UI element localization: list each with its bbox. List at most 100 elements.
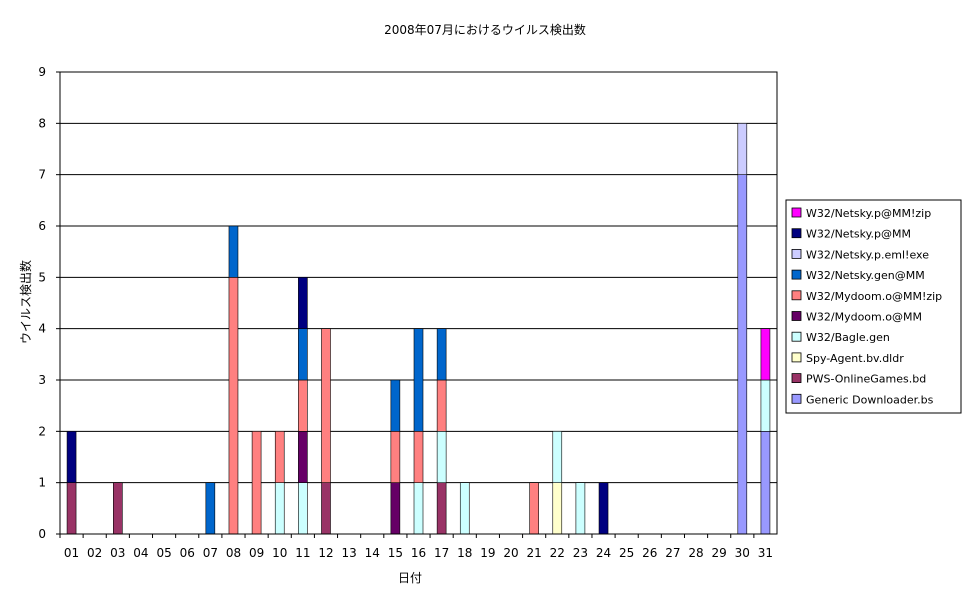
x-tick-label: 26 — [642, 546, 657, 560]
legend-label: W32/Bagle.gen — [806, 331, 890, 344]
bar-segment — [113, 482, 123, 535]
bar-segment — [436, 431, 447, 483]
x-tick-label: 01 — [64, 546, 79, 560]
bar-segment — [760, 431, 771, 535]
x-axis-label: 日付 — [398, 571, 422, 585]
x-tick-label: 02 — [87, 546, 102, 560]
legend-swatch — [791, 228, 802, 239]
bar-segment — [436, 379, 447, 432]
bar-segment — [737, 123, 748, 175]
x-tick-label: 11 — [295, 546, 310, 560]
legend-swatch — [791, 269, 802, 280]
y-tick-label: 4 — [38, 322, 46, 336]
y-tick-label: 6 — [38, 219, 46, 233]
x-tick-label: 23 — [573, 546, 588, 560]
legend-label: W32/Netsky.p@MM — [806, 228, 911, 241]
bar-segment — [298, 277, 308, 329]
x-tick-label: 12 — [318, 546, 333, 560]
bars-group — [66, 123, 771, 535]
legend-swatch — [791, 393, 802, 404]
x-tick-label: 30 — [735, 546, 750, 560]
legend-box — [785, 199, 962, 414]
bar-segment — [598, 482, 609, 535]
x-tick-label: 10 — [272, 546, 287, 560]
x-tick-label: 17 — [434, 546, 449, 560]
x-tick-label: 19 — [480, 546, 495, 560]
bar-segment — [274, 431, 285, 483]
bar-segment — [298, 482, 308, 535]
y-tick-label: 9 — [38, 65, 46, 79]
y-tick-label: 3 — [38, 373, 46, 387]
x-tick-label: 15 — [388, 546, 403, 560]
y-axis-ticks: 0 1 2 3 4 5 6 7 8 9 — [38, 65, 60, 541]
bar-segment — [436, 482, 447, 535]
legend-label: W32/Netsky.p@MM!zip — [806, 207, 931, 220]
bar-segment — [552, 482, 563, 535]
bar-segment — [228, 277, 239, 535]
bar-segment — [529, 482, 539, 535]
bar-segment — [66, 431, 77, 483]
bar-segment — [228, 225, 239, 278]
bar-segment — [413, 431, 424, 483]
x-tick-label: 29 — [712, 546, 727, 560]
bar-segment — [298, 379, 308, 432]
bar-segment — [552, 431, 563, 483]
x-tick-label: 04 — [133, 546, 148, 560]
legend-label: Generic Downloader.bs — [806, 393, 934, 406]
bar-segment — [321, 328, 331, 483]
legend-label: W32/Mydoom.o@MM — [806, 311, 922, 324]
bar-segment — [436, 328, 447, 381]
x-tick-label: 05 — [156, 546, 171, 560]
x-tick-label: 14 — [365, 546, 380, 560]
x-tick-label: 07 — [203, 546, 218, 560]
bar-segment — [459, 482, 470, 535]
plot-area-border — [59, 71, 778, 535]
x-tick-label: 13 — [341, 546, 356, 560]
legend-label: W32/Netsky.p.eml!exe — [806, 248, 929, 261]
bar-segment — [251, 431, 262, 535]
y-tick-label: 2 — [38, 424, 46, 438]
bar-segment — [274, 482, 285, 535]
bar-segment — [390, 379, 401, 432]
legend-label: W32/Mydoom.o@MM!zip — [806, 290, 942, 303]
x-tick-label: 20 — [503, 546, 518, 560]
x-tick-label: 22 — [550, 546, 565, 560]
x-tick-label: 08 — [226, 546, 241, 560]
y-axis-label: ウイルス検出数 — [18, 260, 33, 344]
x-tick-label: 09 — [249, 546, 264, 560]
x-axis-ticks: 01 02 03 04 05 06 07 08 09 10 11 12 13 14 15 16 17 18 19 20… — [59, 534, 773, 560]
y-tick-label: 8 — [38, 116, 46, 130]
bar-segment — [575, 482, 586, 535]
x-tick-label: 25 — [619, 546, 634, 560]
bar-segment — [205, 482, 216, 535]
x-tick-label: 31 — [758, 546, 773, 560]
y-tick-label: 0 — [38, 527, 46, 541]
x-tick-label: 21 — [527, 546, 542, 560]
bar-segment — [298, 431, 308, 483]
x-tick-label: 18 — [457, 546, 472, 560]
y-tick-label: 5 — [38, 270, 46, 284]
bar-segment — [413, 328, 424, 432]
x-tick-label: 27 — [665, 546, 680, 560]
legend-swatch — [791, 352, 802, 363]
legend-swatch — [791, 373, 802, 384]
legend-swatch — [791, 331, 802, 342]
chart-title: 2008年07月におけるウイルス検出数 — [384, 22, 586, 37]
y-tick-label: 1 — [38, 476, 46, 490]
bar-segment — [760, 379, 771, 432]
x-tick-label: 03 — [110, 546, 125, 560]
legend-swatch — [791, 248, 802, 259]
legend-swatch — [791, 290, 802, 301]
bar-segment — [413, 482, 424, 535]
bar-segment — [66, 482, 77, 535]
x-tick-label: 06 — [180, 546, 195, 560]
bar-segment — [321, 482, 331, 535]
legend-label: W32/Netsky.gen@MM — [806, 269, 925, 282]
bar-segment — [737, 174, 748, 535]
legend-swatch — [791, 207, 802, 218]
y-tick-label: 7 — [38, 168, 46, 182]
x-tick-label: 28 — [688, 546, 703, 560]
bar-segment — [390, 482, 401, 535]
legend: W32/Netsky.p@MM!zip W32/Netsky.p@MM W32/Ne… — [785, 199, 962, 414]
